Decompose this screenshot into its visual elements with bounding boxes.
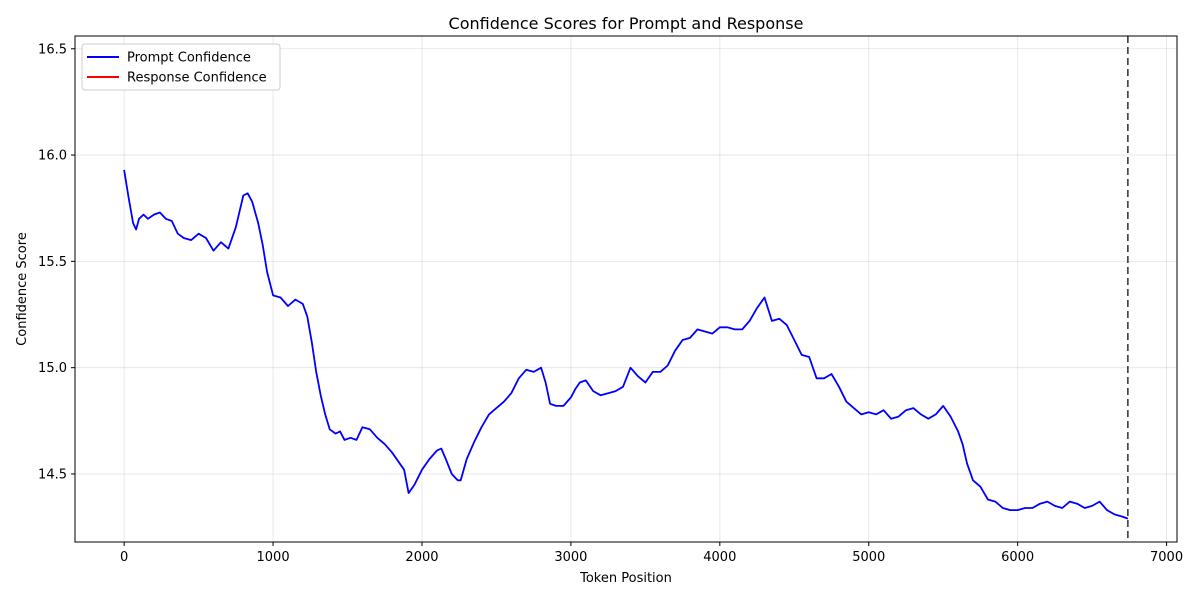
x-tick-label: 3000 — [554, 550, 587, 565]
x-tick-label: 0 — [120, 550, 128, 565]
y-tick-label: 15.0 — [38, 361, 67, 376]
chart-title: Confidence Scores for Prompt and Respons… — [449, 14, 804, 33]
y-tick-label: 15.5 — [38, 255, 67, 270]
legend-box — [81, 43, 281, 91]
x-tick-label: 5000 — [852, 550, 885, 565]
legend: Prompt Confidence Response Confidence — [81, 43, 281, 91]
x-tick-label: 2000 — [405, 550, 438, 565]
x-tick-label: 4000 — [703, 550, 736, 565]
x-tick-label: 7000 — [1150, 550, 1183, 565]
x-axis-label: Token Position — [579, 571, 672, 586]
y-tick-label: 14.5 — [38, 467, 67, 482]
legend-label-prompt: Prompt Confidence — [127, 51, 251, 66]
y-tick-label: 16.5 — [38, 42, 67, 57]
y-axis-label: Confidence Score — [15, 232, 30, 346]
y-tick-label: 16.0 — [38, 149, 67, 164]
ticks: 0 1000 2000 3000 4000 5000 6000 7000 14.5 15.0 15.… — [38, 42, 1183, 565]
x-tick-label: 1000 — [257, 550, 290, 565]
series-layer — [123, 169, 1129, 520]
series-line-prompt — [123, 169, 1129, 520]
x-tick-label: 6000 — [1001, 550, 1034, 565]
legend-label-response: Response Confidence — [127, 71, 267, 86]
grid — [75, 36, 1177, 542]
plot-frame — [74, 35, 1178, 543]
